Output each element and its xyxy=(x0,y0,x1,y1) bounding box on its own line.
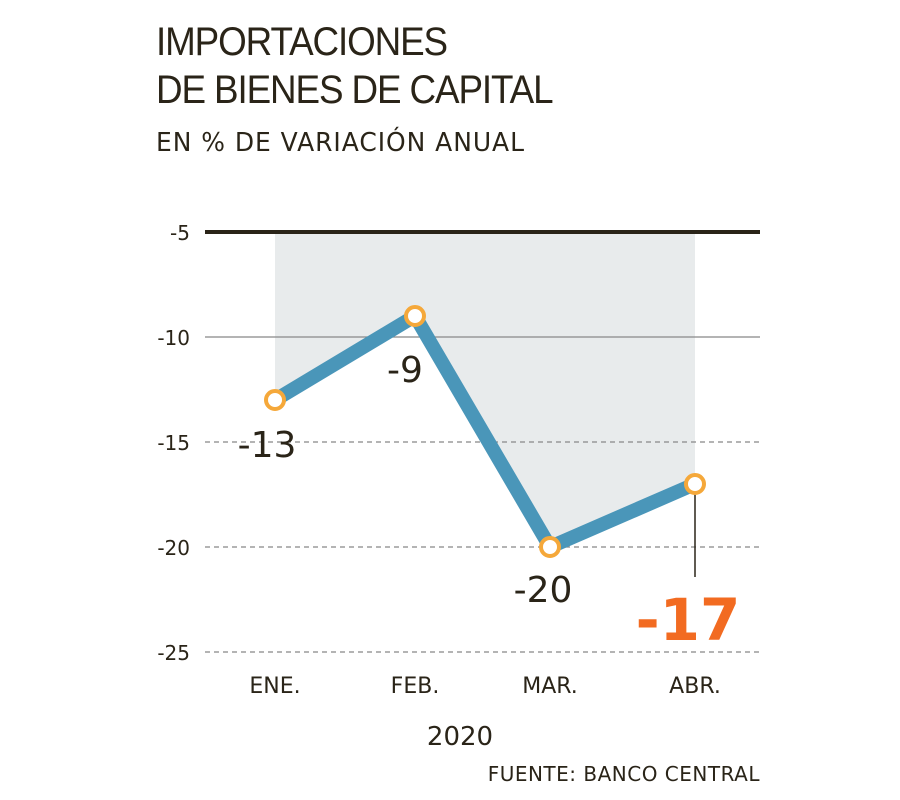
line-chart: -5 -10 -15 -20 -25 -13 -9 -20 -17 ENE. FEB. MAR. ABR… xyxy=(157,221,760,752)
chart-title-line-1: IMPORTACIONES xyxy=(156,20,448,64)
y-tick-label: -25 xyxy=(157,641,190,665)
chart-title: IMPORTACIONES DE BIENES DE CAPITAL xyxy=(156,18,554,114)
series-line xyxy=(271,306,698,556)
data-label: -20 xyxy=(514,570,573,611)
x-tick-label: ENE. xyxy=(249,674,300,699)
shaded-area xyxy=(275,232,695,547)
data-label: -17 xyxy=(636,586,741,654)
y-tick-label: -5 xyxy=(170,221,190,245)
chart-title-line-2: DE BIENES DE CAPITAL xyxy=(156,68,554,112)
data-point xyxy=(539,536,561,558)
x-tick-label: FEB. xyxy=(391,674,440,699)
x-tick-label: ABR. xyxy=(669,674,721,699)
data-point xyxy=(404,305,426,327)
y-tick-label: -20 xyxy=(157,536,190,560)
y-tick-label: -15 xyxy=(157,431,190,455)
data-label: -9 xyxy=(387,350,423,391)
source-note: FUENTE: BANCO CENTRAL xyxy=(487,762,760,786)
x-tick-label: MAR. xyxy=(522,674,578,699)
data-point xyxy=(264,389,286,411)
x-axis-label: 2020 xyxy=(427,722,493,752)
y-tick-label: -10 xyxy=(157,326,190,350)
data-label: -13 xyxy=(238,425,297,466)
data-point xyxy=(684,473,706,495)
chart-subtitle: EN % DE VARIACIÓN ANUAL xyxy=(156,128,525,158)
